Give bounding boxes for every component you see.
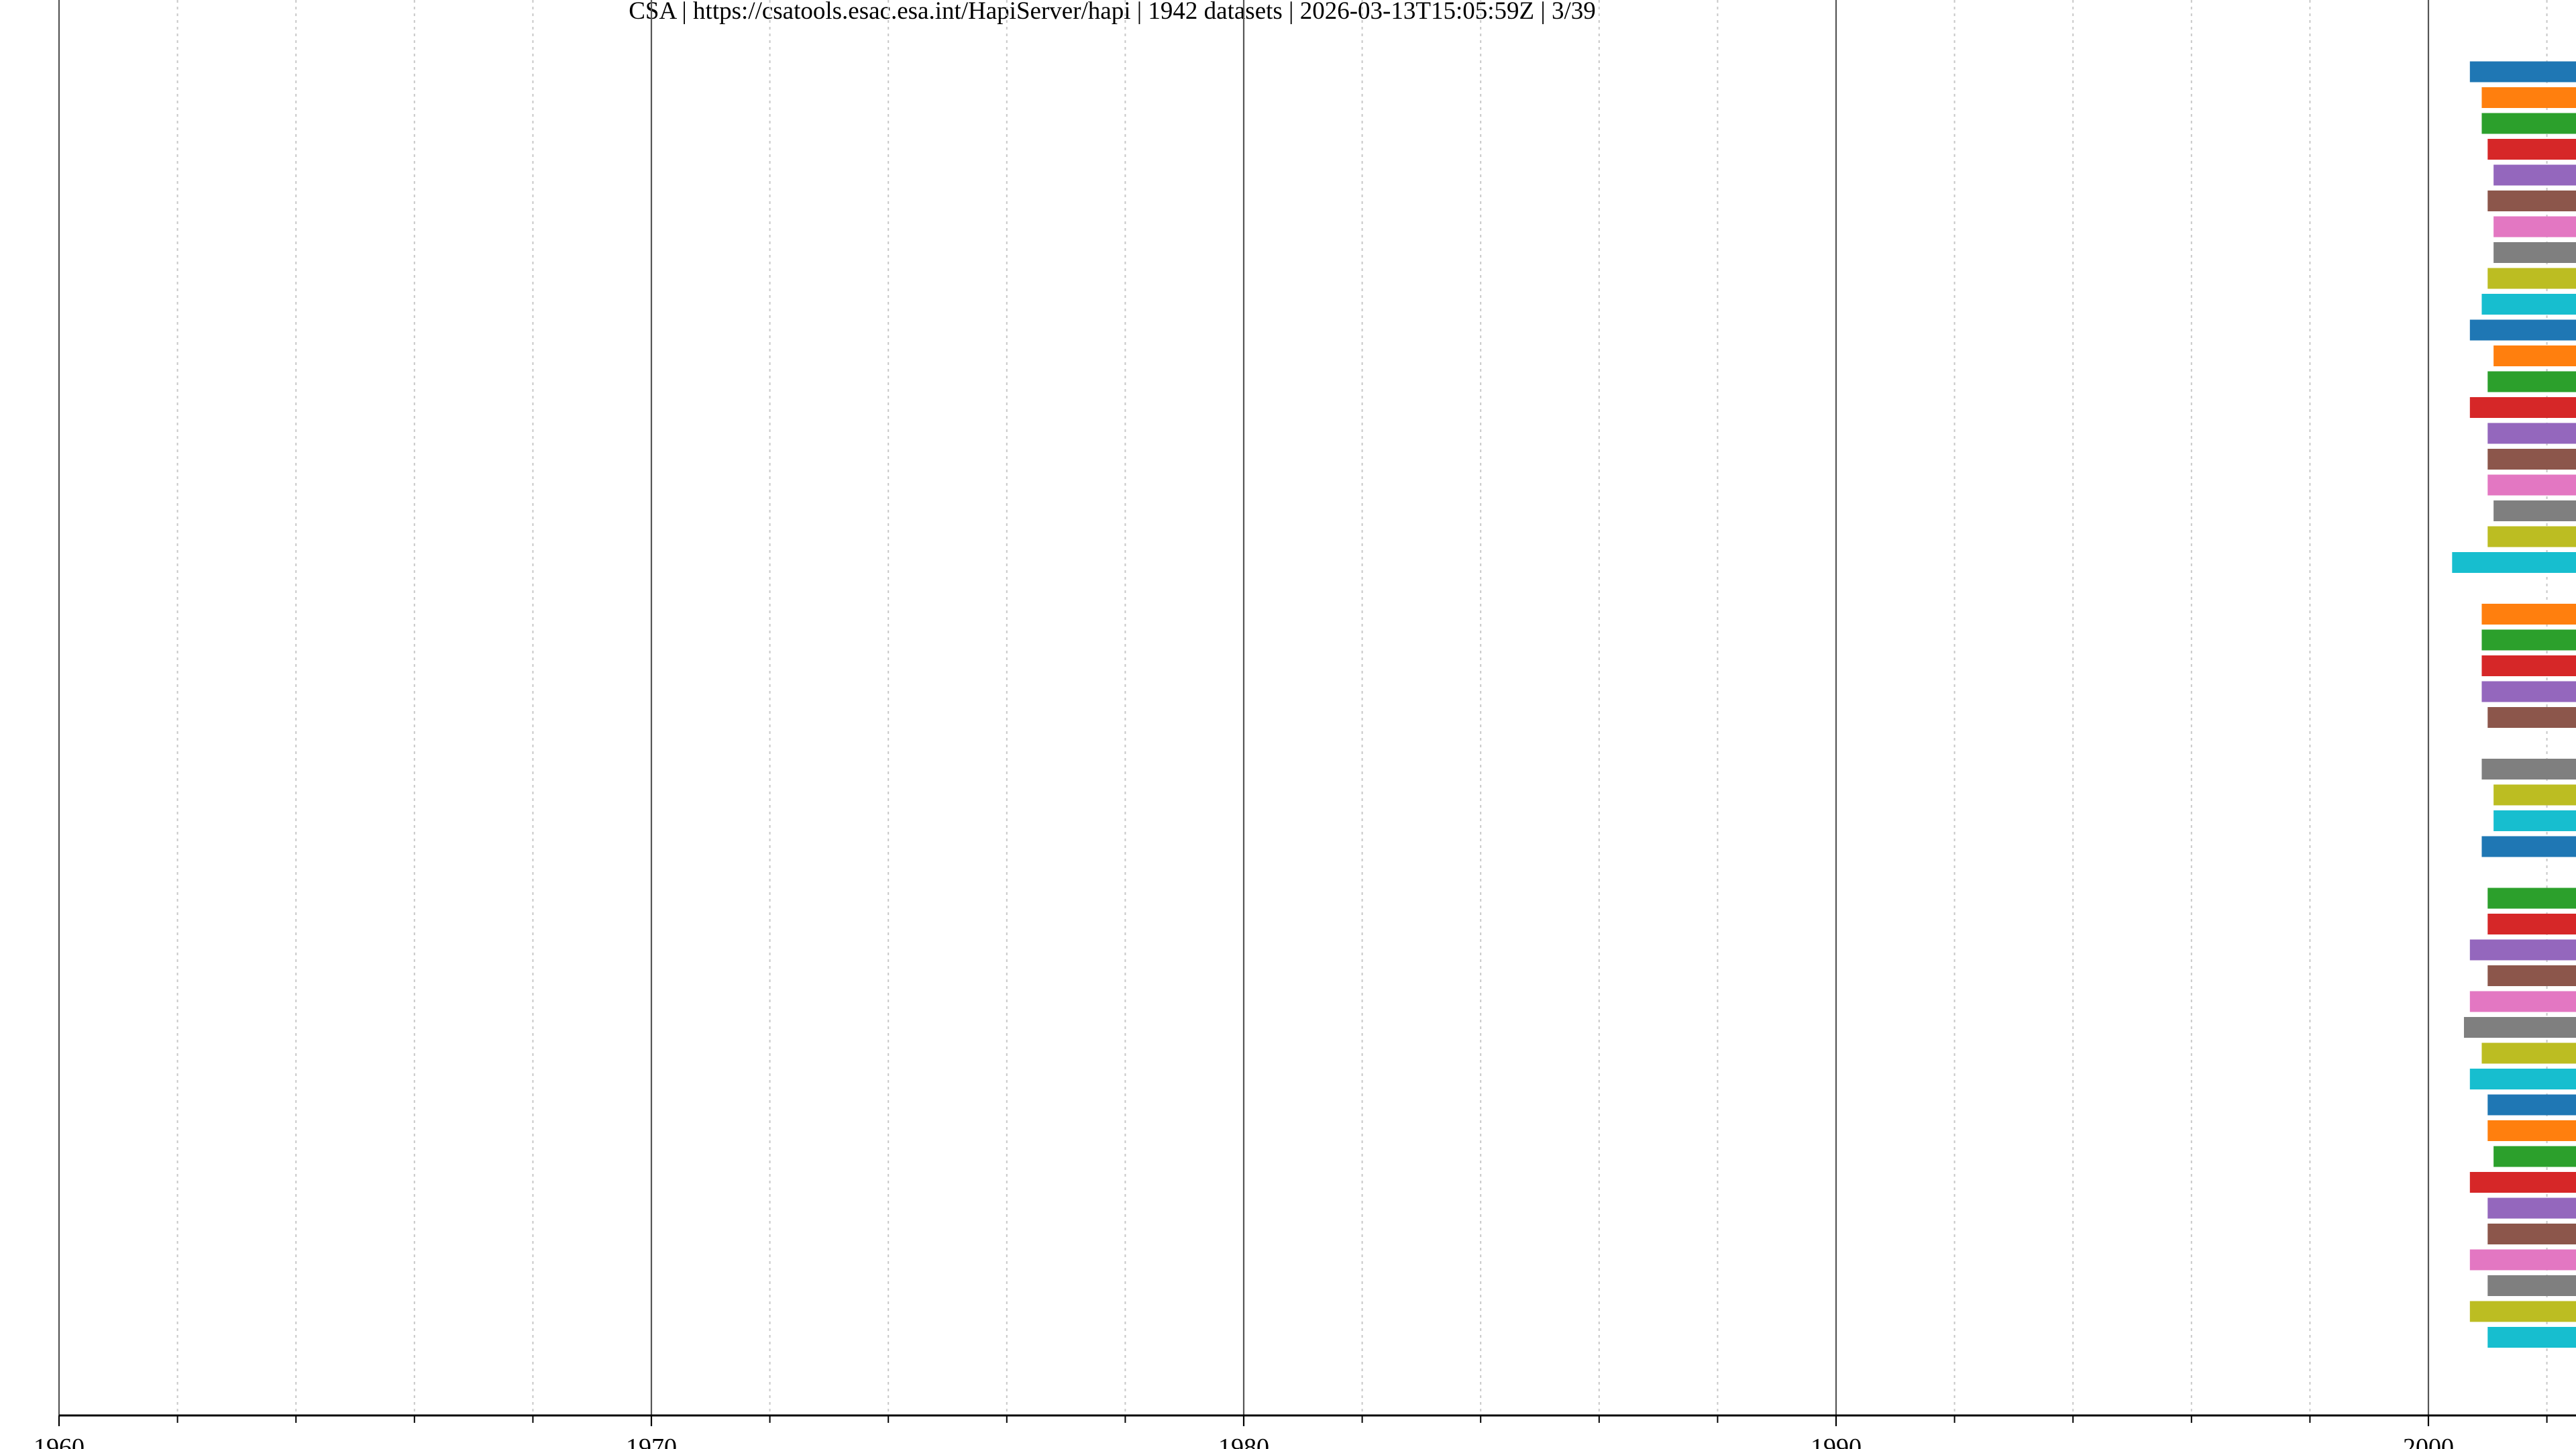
dataset-bar: [2487, 371, 2576, 392]
dataset-bar: [2487, 1197, 2576, 1219]
dataset-bar: [2481, 629, 2576, 651]
dataset-bar: [2487, 1224, 2576, 1244]
dataset-bar: [2452, 552, 2576, 573]
dataset-bar: [2469, 1172, 2576, 1193]
dataset-bar: [2481, 1042, 2576, 1064]
x-tick-label: 1960: [34, 1434, 85, 1449]
dataset-bar: [2469, 61, 2576, 83]
dataset-bar: [2493, 1146, 2576, 1167]
x-tick-label: 1980: [1218, 1434, 1269, 1449]
dataset-bar: [2493, 810, 2576, 831]
x-tick-label: 1970: [626, 1434, 677, 1449]
dataset-bar: [2487, 526, 2576, 547]
dataset-bar: [2487, 707, 2576, 728]
dataset-bar: [2493, 345, 2576, 366]
dataset-bar: [2487, 1275, 2576, 1296]
dataset-bar: [2487, 914, 2576, 934]
dataset-bar: [2487, 474, 2576, 496]
dataset-bar: [2487, 191, 2576, 211]
dataset-bar: [2481, 113, 2576, 134]
x-tick-label: 2000: [2403, 1434, 2454, 1449]
dataset-bar: [2487, 965, 2576, 986]
dataset-bar: [2487, 888, 2576, 909]
dataset-bar: [2481, 87, 2576, 108]
dataset-bar: [2481, 759, 2576, 780]
dataset-bar: [2481, 604, 2576, 625]
chart-title: CSA | https://csatools.esac.esa.int/Hapi…: [629, 0, 1596, 25]
dataset-bar: [2487, 1094, 2576, 1116]
dataset-bar: [2463, 1017, 2576, 1038]
dataset-bar: [2493, 242, 2576, 263]
dataset-bar: [2493, 500, 2576, 521]
dataset-bar: [2469, 1249, 2576, 1271]
dataset-bar: [2487, 268, 2576, 289]
dataset-bar: [2469, 939, 2576, 961]
dataset-bar: [2487, 1327, 2576, 1348]
dataset-bar: [2469, 1069, 2576, 1089]
dataset-bar: [2469, 397, 2576, 418]
dataset-bar: [2487, 423, 2576, 444]
dataset-bar: [2481, 294, 2576, 315]
dataset-bar: [2481, 836, 2576, 857]
dataset-bar: [2487, 139, 2576, 160]
dataset-bar: [2493, 784, 2576, 806]
dataset-bar: [2481, 655, 2576, 676]
dataset-bar: [2469, 319, 2576, 341]
dataset-bar: [2487, 1120, 2576, 1141]
x-tick-label: 1990: [1811, 1434, 1862, 1449]
dataset-bars: C4_CP_PEA_PADHARH_DEFluxC4_CP_RAP_I3DM_H…: [2452, 61, 2576, 1348]
dataset-bar: [2469, 1301, 2576, 1322]
dataset-bar: [2493, 164, 2576, 186]
dataset-bar: [2487, 449, 2576, 470]
dataset-bar: [2481, 681, 2576, 702]
dataset-bar: [2493, 216, 2576, 237]
x-axis: 19601970198019902000201020202030: [34, 1414, 2576, 1449]
dataset-bar: [2469, 991, 2576, 1012]
